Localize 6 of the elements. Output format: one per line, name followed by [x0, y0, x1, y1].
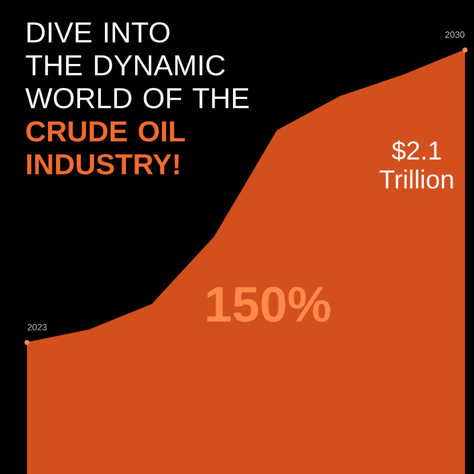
text: CRUDE OIL INDUSTRY! [26, 121, 185, 175]
annotation: 2023 [28, 324, 47, 330]
annotation: 150% [207, 286, 330, 322]
text: 2030 [445, 31, 464, 38]
chart-title: DIVE INTO THE DYNAMIC WORLD OF THE [25, 22, 249, 108]
annotation: $2.1 Trillion [380, 140, 453, 189]
